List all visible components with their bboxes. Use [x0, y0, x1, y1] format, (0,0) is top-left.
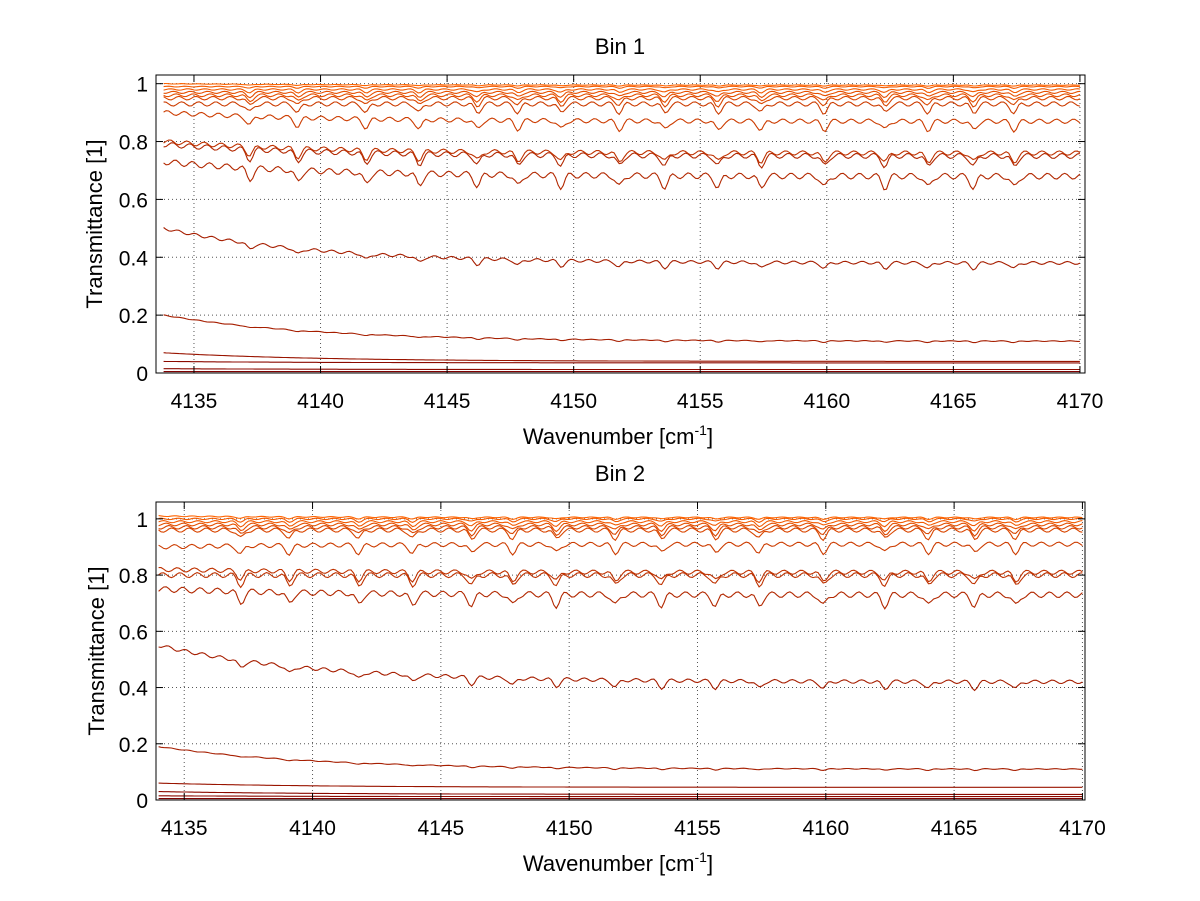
y-tick-label: 0.6 — [119, 621, 148, 644]
y-tick-label: 0.4 — [119, 678, 149, 701]
x-axis-label: Wavenumber [cm-1] — [523, 422, 713, 449]
subplot-bin-2: Bin 2 4135 4140 4145 4150 4155 4160 4165 4170 0 0… — [84, 461, 1106, 876]
series-line — [163, 360, 1080, 364]
x-tick-label: 4150 — [550, 390, 597, 413]
series-line — [158, 524, 1083, 537]
series-line — [158, 517, 1083, 523]
y-tick-label: 0.2 — [119, 734, 148, 757]
x-tick-label: 4170 — [1057, 390, 1104, 413]
series-lines — [163, 82, 1081, 373]
series-line — [158, 522, 1083, 533]
y-tick-label: 0.4 — [119, 247, 149, 270]
y-tick-label: 0 — [136, 790, 148, 813]
series-line — [163, 227, 1081, 271]
series-line — [158, 567, 1083, 584]
x-tick-label: 4140 — [297, 390, 344, 413]
x-tick-label: 4165 — [930, 390, 977, 413]
x-tick-label: 4140 — [289, 817, 336, 840]
series-line — [163, 352, 1080, 362]
series-lines — [158, 515, 1083, 800]
x-tick-label: 4170 — [1059, 817, 1106, 840]
axis-ticks: 4135 4140 4145 4150 4155 4160 4165 4170 0 0.2 0.4 0… — [119, 502, 1106, 840]
x-axis-label: Wavenumber [cm-1] — [523, 849, 713, 876]
series-line — [163, 368, 1080, 371]
series-line — [163, 88, 1080, 94]
plot-frame — [155, 74, 1086, 374]
series-line — [158, 527, 1083, 542]
y-tick-label: 0.8 — [119, 132, 148, 155]
plot-frame — [155, 501, 1086, 801]
series-line — [163, 101, 1081, 116]
series-line — [163, 90, 1080, 99]
x-tick-label: 4160 — [802, 817, 849, 840]
y-tick-label: 0.8 — [119, 565, 148, 588]
y-tick-label: 0.2 — [119, 305, 148, 328]
series-line — [163, 142, 1080, 169]
x-tick-label: 4155 — [677, 390, 724, 413]
series-line — [163, 82, 1080, 87]
y-axis-label: Transmittance [1] — [84, 566, 109, 735]
x-tick-label: 4135 — [171, 390, 218, 413]
x-tick-label: 4145 — [417, 817, 464, 840]
x-tick-label: 4150 — [546, 817, 593, 840]
y-tick-label: 1 — [136, 74, 148, 97]
series-line — [163, 314, 1080, 344]
series-line — [158, 746, 1083, 772]
series-line — [163, 139, 1081, 164]
series-line — [158, 515, 1083, 521]
x-tick-label: 4160 — [803, 390, 850, 413]
series-line — [158, 791, 1083, 795]
axis-ticks: 4135 4140 4145 4150 4155 4160 4165 4170 0 0.2 0.4 0… — [119, 74, 1103, 413]
grid — [156, 75, 1085, 374]
y-tick-label: 1 — [136, 509, 148, 532]
x-tick-label: 4145 — [424, 390, 471, 413]
y-tick-label: 0.6 — [119, 189, 148, 212]
y-tick-label: 0 — [136, 363, 148, 386]
series-line — [163, 159, 1081, 191]
series-line — [158, 795, 1083, 798]
chart-title: Bin 2 — [595, 461, 645, 486]
x-tick-label: 4155 — [674, 817, 721, 840]
series-line — [158, 572, 1083, 589]
series-line — [158, 782, 1083, 788]
x-tick-label: 4165 — [931, 817, 978, 840]
series-line — [163, 85, 1080, 89]
x-tick-label: 4135 — [161, 817, 208, 840]
series-line — [158, 645, 1083, 692]
series-line — [158, 541, 1083, 556]
series-line — [163, 93, 1081, 104]
chart-title: Bin 1 — [595, 34, 645, 59]
series-line — [163, 110, 1081, 133]
series-line — [158, 520, 1083, 528]
series-line — [158, 586, 1083, 610]
subplot-bin-1: Bin 1 4135 4140 4145 4150 4155 4160 4165 4170 0 0… — [82, 34, 1103, 449]
series-line — [163, 95, 1081, 108]
y-axis-label: Transmittance [1] — [82, 139, 107, 308]
